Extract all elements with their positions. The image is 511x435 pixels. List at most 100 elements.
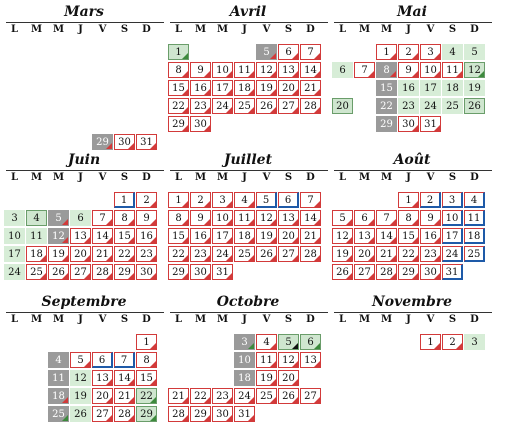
day-cell[interactable]: 11	[234, 62, 255, 78]
day-cell[interactable]: 20	[278, 370, 299, 386]
day-cell[interactable]: 24	[234, 388, 255, 404]
day-cell[interactable]: 5	[70, 352, 91, 368]
day-cell[interactable]: 25	[256, 388, 277, 404]
day-cell[interactable]: 21	[92, 246, 113, 262]
day-cell[interactable]: 26	[256, 98, 277, 114]
day-cell[interactable]: 27	[92, 406, 113, 422]
day-cell[interactable]: 2	[190, 192, 211, 208]
day-cell[interactable]: 12	[278, 352, 299, 368]
day-cell[interactable]: 21	[114, 388, 135, 404]
day-cell[interactable]: 17	[442, 228, 463, 244]
day-cell[interactable]: 12	[256, 210, 277, 226]
day-cell[interactable]: 8	[398, 210, 419, 226]
day-cell[interactable]: 18	[234, 80, 255, 96]
day-cell[interactable]: 10	[212, 62, 233, 78]
day-cell[interactable]: 14	[376, 228, 397, 244]
day-cell[interactable]: 5	[464, 44, 485, 60]
day-cell[interactable]: 25	[234, 246, 255, 262]
day-cell[interactable]: 1	[114, 192, 135, 208]
day-cell[interactable]: 23	[190, 98, 211, 114]
day-cell[interactable]: 18	[234, 370, 255, 386]
day-cell[interactable]: 23	[190, 246, 211, 262]
day-cell[interactable]: 3	[212, 192, 233, 208]
day-cell[interactable]: 26	[464, 98, 485, 114]
day-cell[interactable]: 26	[48, 264, 69, 280]
day-cell[interactable]: 31	[420, 116, 441, 132]
day-cell[interactable]: 4	[442, 44, 463, 60]
day-cell[interactable]: 19	[256, 370, 277, 386]
day-cell[interactable]: 26	[278, 388, 299, 404]
day-cell[interactable]: 7	[376, 210, 397, 226]
day-cell[interactable]: 23	[212, 388, 233, 404]
day-cell[interactable]: 3	[464, 334, 485, 350]
day-cell[interactable]: 2	[136, 192, 157, 208]
day-cell[interactable]: 7	[300, 44, 321, 60]
day-cell[interactable]: 28	[168, 406, 189, 422]
day-cell[interactable]: 29	[114, 264, 135, 280]
day-cell[interactable]: 17	[420, 80, 441, 96]
day-cell[interactable]: 10	[234, 352, 255, 368]
day-cell[interactable]: 31	[212, 264, 233, 280]
day-cell[interactable]: 8	[168, 62, 189, 78]
day-cell[interactable]: 13	[278, 62, 299, 78]
day-cell[interactable]: 22	[168, 98, 189, 114]
day-cell[interactable]: 24	[212, 246, 233, 262]
day-cell[interactable]: 31	[136, 134, 157, 150]
day-cell[interactable]: 16	[136, 228, 157, 244]
day-cell[interactable]: 13	[300, 352, 321, 368]
day-cell[interactable]: 24	[212, 98, 233, 114]
day-cell[interactable]: 10	[420, 62, 441, 78]
day-cell[interactable]: 4	[256, 334, 277, 350]
day-cell[interactable]: 21	[300, 228, 321, 244]
day-cell[interactable]: 22	[376, 98, 397, 114]
day-cell[interactable]: 1	[136, 334, 157, 350]
day-cell[interactable]: 1	[168, 192, 189, 208]
day-cell[interactable]: 25	[464, 246, 485, 262]
day-cell[interactable]: 25	[234, 98, 255, 114]
day-cell[interactable]: 29	[92, 134, 113, 150]
day-cell[interactable]: 26	[332, 264, 353, 280]
day-cell[interactable]: 21	[168, 388, 189, 404]
day-cell[interactable]: 7	[300, 192, 321, 208]
day-cell[interactable]: 2	[398, 44, 419, 60]
day-cell[interactable]: 18	[234, 228, 255, 244]
day-cell[interactable]: 22	[114, 246, 135, 262]
day-cell[interactable]: 13	[70, 228, 91, 244]
day-cell[interactable]: 30	[398, 116, 419, 132]
day-cell[interactable]: 30	[190, 116, 211, 132]
day-cell[interactable]: 6	[278, 44, 299, 60]
day-cell[interactable]: 15	[376, 80, 397, 96]
day-cell[interactable]: 14	[92, 228, 113, 244]
day-cell[interactable]: 1	[168, 44, 189, 60]
day-cell[interactable]: 8	[168, 210, 189, 226]
day-cell[interactable]: 31	[442, 264, 463, 280]
day-cell[interactable]: 8	[376, 62, 397, 78]
day-cell[interactable]: 16	[190, 80, 211, 96]
day-cell[interactable]: 21	[376, 246, 397, 262]
day-cell[interactable]: 19	[70, 388, 91, 404]
day-cell[interactable]: 28	[300, 246, 321, 262]
day-cell[interactable]: 18	[48, 388, 69, 404]
day-cell[interactable]: 13	[354, 228, 375, 244]
day-cell[interactable]: 11	[26, 228, 47, 244]
day-cell[interactable]: 20	[278, 80, 299, 96]
day-cell[interactable]: 14	[300, 62, 321, 78]
day-cell[interactable]: 23	[420, 246, 441, 262]
day-cell[interactable]: 22	[136, 388, 157, 404]
day-cell[interactable]: 26	[256, 246, 277, 262]
day-cell[interactable]: 19	[332, 246, 353, 262]
day-cell[interactable]: 16	[420, 228, 441, 244]
day-cell[interactable]: 11	[234, 210, 255, 226]
day-cell[interactable]: 12	[256, 62, 277, 78]
day-cell[interactable]: 21	[300, 80, 321, 96]
day-cell[interactable]: 4	[26, 210, 47, 226]
day-cell[interactable]: 23	[136, 246, 157, 262]
day-cell[interactable]: 3	[420, 44, 441, 60]
day-cell[interactable]: 13	[278, 210, 299, 226]
day-cell[interactable]: 7	[354, 62, 375, 78]
day-cell[interactable]: 10	[4, 228, 25, 244]
day-cell[interactable]: 18	[442, 80, 463, 96]
day-cell[interactable]: 9	[190, 210, 211, 226]
day-cell[interactable]: 2	[442, 334, 463, 350]
day-cell[interactable]: 12	[70, 370, 91, 386]
